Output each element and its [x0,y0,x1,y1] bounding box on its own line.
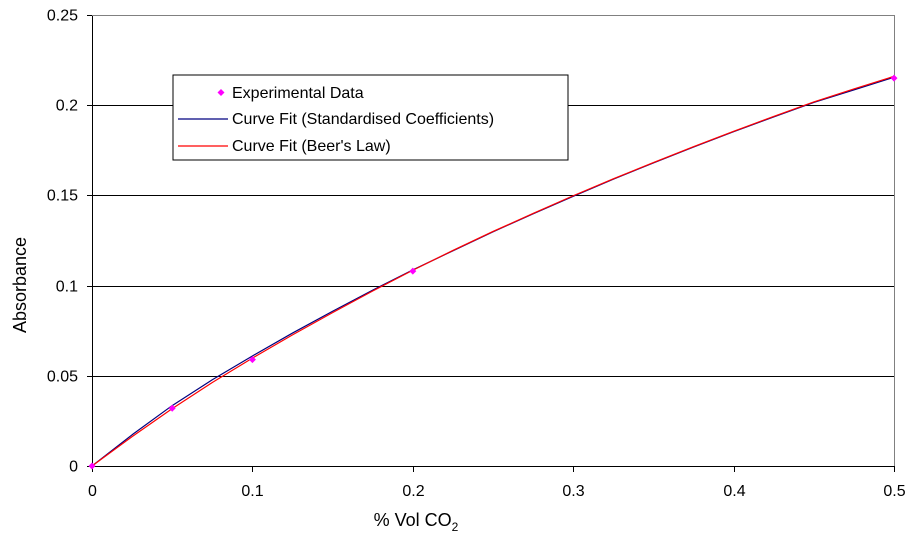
data-point-0-4 [890,74,898,82]
x-tick-label-0: 0 [88,483,97,500]
data-point-0-3 [409,267,417,275]
y-tick-label-5: 0.25 [47,8,78,25]
y-tick-label-2: 0.1 [56,279,78,296]
legend-box [172,74,569,161]
y-tick-label-0: 0 [69,459,78,476]
data-point-0-0 [88,462,96,470]
legend-entry-beers-law-fit: Curve Fit (Beer's Law) [178,138,391,155]
legend-label-experimental-data: Experimental Data [232,85,364,102]
x-tick-label-3: 0.3 [562,483,584,500]
legend-label-standardised-fit: Curve Fit (Standardised Coefficients) [232,111,494,128]
x-axis-title-main: % Vol CO [374,510,452,530]
x-axis-title: % Vol CO2 [374,510,459,534]
x-tick-label-2: 0.2 [402,483,424,500]
y-tick-label-4: 0.2 [56,98,78,115]
x-tick-label-5: 0.5 [883,483,905,500]
x-tick-label-4: 0.4 [723,483,745,500]
legend-label-beers-law-fit: Curve Fit (Beer's Law) [232,138,391,155]
series-layer [88,74,898,470]
legend-entry-standardised-fit: Curve Fit (Standardised Coefficients) [178,111,494,128]
y-tick-label-1: 0.05 [47,369,78,386]
y-tick-label-3: 0.15 [47,188,78,205]
legend-marker-diamond-icon [217,89,225,96]
legend-entry-experimental-data: Experimental Data [217,85,364,102]
x-tick-label-1: 0.1 [241,483,263,500]
data-point-0-2 [248,356,256,364]
legend: Experimental Data Curve Fit (Standardise… [172,74,569,161]
y-axis-title: Absorbance [10,237,30,333]
series-line-2 [91,75,895,467]
x-axis-title-subscript: 2 [452,520,459,534]
tick-labels: 0 0.05 0.1 0.15 0.2 0.25 0 0.1 0.2 0.3 0.4 0.5 [47,8,906,501]
data-point-0-1 [168,404,176,412]
